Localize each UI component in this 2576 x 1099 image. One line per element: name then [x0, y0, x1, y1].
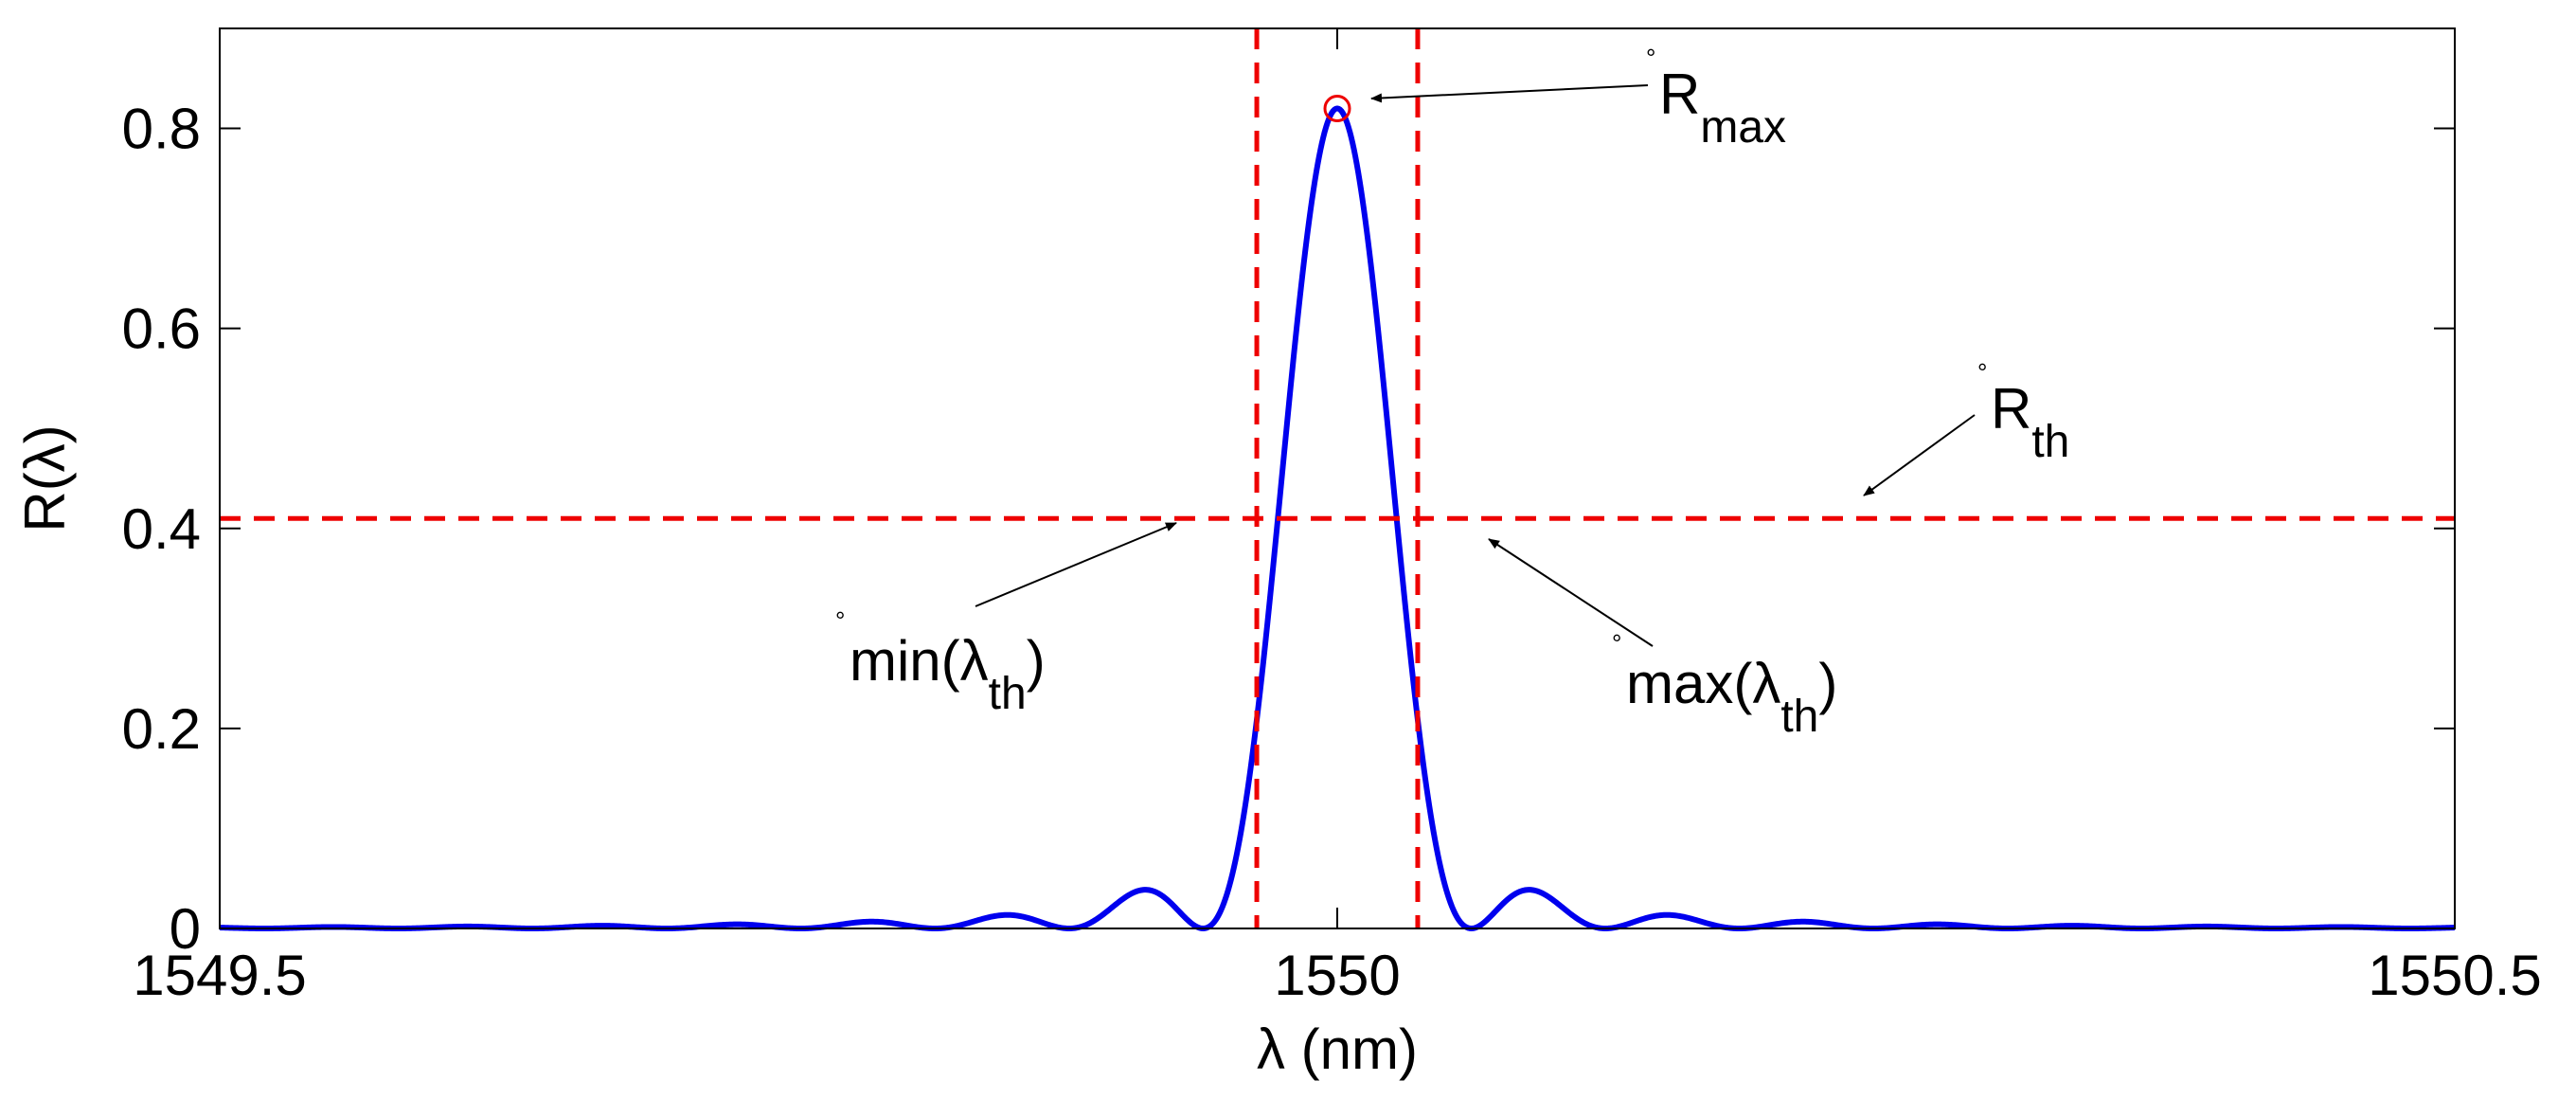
- max-lambda-degree-mark: °: [1612, 629, 1621, 658]
- x-tick-label: 1549.5: [133, 944, 307, 1007]
- rmax-label: R: [1659, 63, 1700, 126]
- svg-text:Rmax: Rmax: [1659, 63, 1786, 153]
- rth-arrow: [1863, 414, 1976, 496]
- min-lambda-subscript: th: [989, 669, 1027, 719]
- rth-subscript: th: [2031, 417, 2069, 467]
- svg-text:Rth: Rth: [1991, 377, 2069, 467]
- svg-text:max(λth): max(λth): [1626, 652, 1837, 742]
- annotation-min-lambda: ° min(λth): [835, 522, 1177, 719]
- annotation-rmax: ° Rmax: [1370, 44, 1786, 153]
- max-lambda-label: max(λ: [1626, 652, 1780, 715]
- rmax-arrow: [1370, 84, 1649, 103]
- min-lambda-degree-mark: °: [835, 606, 845, 635]
- rth-label: R: [1991, 377, 2031, 441]
- x-tick-label: 1550.5: [2368, 944, 2542, 1007]
- y-tick-label: 0.2: [122, 697, 201, 761]
- y-tick-label: 0.4: [122, 497, 201, 561]
- annotation-rth: ° Rth: [1863, 358, 2069, 496]
- y-tick-label: 0: [170, 897, 201, 961]
- series-line: [218, 105, 2457, 931]
- y-tick-label: 0.6: [122, 297, 201, 361]
- y-tick-label: 0.8: [122, 98, 201, 161]
- min-lambda-close: ): [1027, 629, 1046, 693]
- y-axis-title: R(λ): [13, 424, 77, 531]
- max-lambda-subscript: th: [1780, 692, 1818, 742]
- max-lambda-arrow: [1488, 538, 1654, 647]
- rth-degree-mark: °: [1977, 358, 1987, 387]
- min-lambda-arrow: [975, 522, 1177, 607]
- annotation-max-lambda: ° max(λth): [1488, 538, 1837, 742]
- max-lambda-close: ): [1818, 652, 1837, 715]
- svg-text:min(λth): min(λth): [850, 629, 1046, 719]
- min-lambda-label: min(λ: [850, 629, 989, 693]
- peak-marker: [1323, 94, 1351, 122]
- x-tick-label: 1550: [1274, 944, 1400, 1007]
- x-axis-title: λ (nm): [1257, 1018, 1418, 1081]
- plot-area: [220, 28, 2455, 928]
- rmax-subscript: max: [1700, 102, 1786, 153]
- rmax-degree-mark: °: [1646, 44, 1655, 72]
